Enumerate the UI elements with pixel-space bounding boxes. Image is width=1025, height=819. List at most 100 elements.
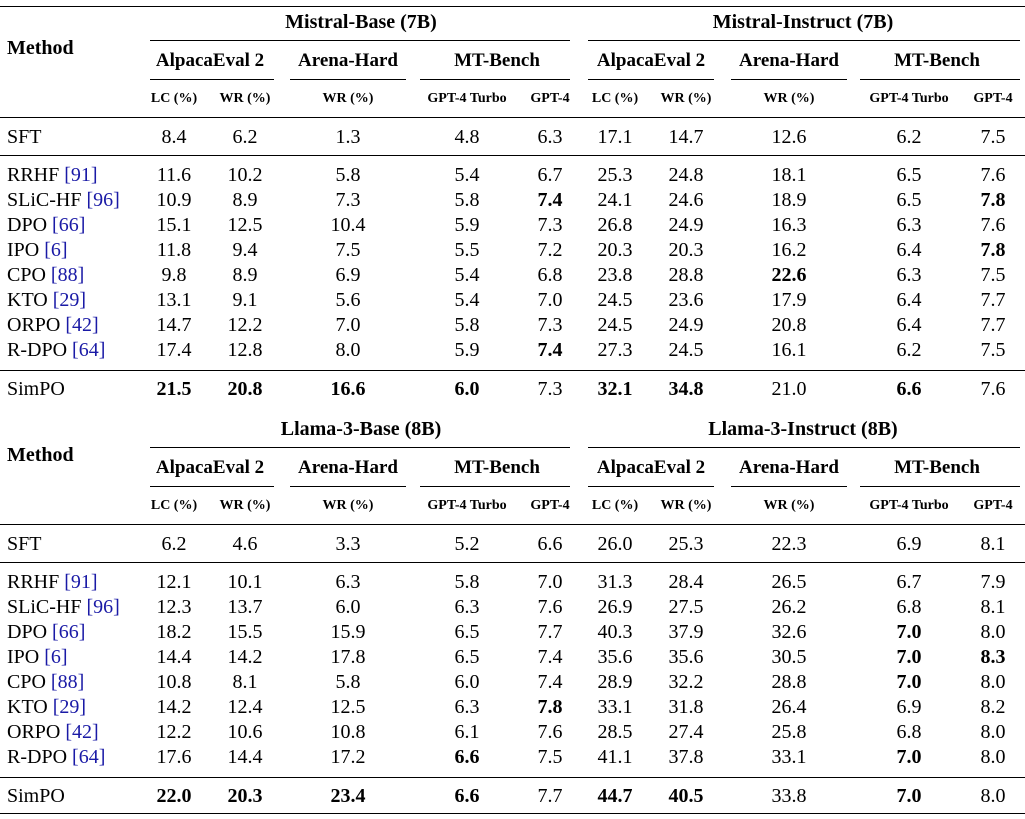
- value-cell: 17.4: [156, 339, 192, 361]
- value-cell: 17.2: [330, 746, 366, 768]
- method-cell: DPO [66]: [7, 622, 85, 642]
- value-cell: 10.1: [227, 571, 263, 593]
- citation-number: 42: [72, 314, 93, 336]
- citation-link[interactable]: [42]: [65, 314, 99, 336]
- group-underline-left: [150, 40, 570, 41]
- citation-number: 96: [93, 596, 114, 618]
- value-cell: 9.8: [161, 264, 187, 286]
- value-cell: 12.2: [227, 314, 263, 336]
- citation-link[interactable]: [64]: [72, 746, 106, 768]
- citation-link[interactable]: [96]: [86, 596, 120, 618]
- column-subheader: LC (%): [150, 91, 198, 106]
- value-cell: 6.6: [896, 378, 922, 400]
- value-cell: 6.3: [896, 264, 922, 286]
- value-cell: 7.0: [335, 314, 361, 336]
- value-cell: 1.3: [335, 126, 361, 148]
- value-cell: 31.8: [668, 696, 704, 718]
- value-cell: 17.1: [597, 126, 633, 148]
- column-subheader: GPT-4 Turbo: [427, 498, 507, 513]
- citation-link[interactable]: [96]: [86, 189, 120, 211]
- value-cell: 7.0: [896, 785, 922, 807]
- method-cell: R-DPO [64]: [7, 340, 105, 360]
- value-cell: 6.9: [896, 696, 922, 718]
- value-cell: 21.0: [771, 378, 807, 400]
- value-cell: 13.7: [227, 596, 263, 618]
- value-cell: 37.8: [668, 746, 704, 768]
- value-cell: 24.5: [597, 314, 633, 336]
- value-cell: 7.3: [537, 314, 563, 336]
- value-cell: 32.2: [668, 671, 704, 693]
- method-name: DPO: [7, 214, 48, 236]
- value-cell: 28.4: [668, 571, 704, 593]
- method-name: DPO: [7, 621, 48, 643]
- value-cell: 6.5: [454, 646, 480, 668]
- value-cell: 27.3: [597, 339, 633, 361]
- value-cell: 7.4: [537, 646, 563, 668]
- citation-link[interactable]: [66]: [52, 621, 86, 643]
- value-cell: 7.8: [980, 189, 1006, 211]
- citation-link[interactable]: [64]: [72, 339, 106, 361]
- benchmark-header-arena: Arena-Hard: [298, 457, 398, 478]
- value-cell: 6.6: [537, 533, 563, 555]
- value-cell: 14.2: [156, 696, 192, 718]
- citation-link[interactable]: [6]: [44, 646, 68, 668]
- citation-link[interactable]: [91]: [64, 571, 98, 593]
- method-name: KTO: [7, 696, 48, 718]
- column-subheader: GPT-4: [973, 91, 1013, 106]
- citation-link[interactable]: [29]: [52, 289, 87, 311]
- benchmark-header-alpaca: AlpacaEval 2: [596, 50, 706, 71]
- benchmark-header-mt: MT-Bench: [894, 457, 980, 478]
- benchmark-underline-mt: [860, 79, 1020, 80]
- value-cell: 22.0: [156, 785, 192, 807]
- benchmark-header-alpaca: AlpacaEval 2: [596, 457, 706, 478]
- citation-link[interactable]: [6]: [44, 239, 68, 261]
- method-cell: SFT: [7, 534, 41, 554]
- value-cell: 7.7: [980, 289, 1006, 311]
- value-cell: 6.3: [896, 214, 922, 236]
- value-cell: 24.6: [668, 189, 704, 211]
- value-cell: 12.4: [227, 696, 263, 718]
- method-name: IPO: [7, 646, 40, 668]
- benchmark-underline-alpaca: [588, 79, 714, 80]
- value-cell: 26.4: [771, 696, 807, 718]
- citation-link[interactable]: [88]: [50, 671, 85, 693]
- value-cell: 5.9: [454, 339, 480, 361]
- value-cell: 6.1: [454, 721, 480, 743]
- column-subheader: GPT-4 Turbo: [869, 498, 949, 513]
- value-cell: 5.8: [454, 314, 480, 336]
- value-cell: 8.4: [161, 126, 187, 148]
- citation-link[interactable]: [42]: [65, 721, 99, 743]
- value-cell: 24.8: [668, 164, 704, 186]
- benchmark-header-alpaca: AlpacaEval 2: [155, 50, 265, 71]
- value-cell: 6.9: [335, 264, 361, 286]
- value-cell: 5.5: [454, 239, 480, 261]
- value-cell: 7.8: [980, 239, 1006, 261]
- value-cell: 6.4: [896, 289, 922, 311]
- value-cell: 16.6: [330, 378, 366, 400]
- citation-link[interactable]: [66]: [52, 214, 86, 236]
- value-cell: 5.8: [454, 189, 480, 211]
- column-subheader: GPT-4 Turbo: [427, 91, 507, 106]
- group-underline-right: [588, 447, 1020, 448]
- value-cell: 14.2: [227, 646, 263, 668]
- value-cell: 20.8: [227, 378, 263, 400]
- method-name: SLiC-HF: [7, 189, 82, 211]
- value-cell: 14.7: [156, 314, 192, 336]
- benchmark-underline-alpaca: [150, 486, 274, 487]
- value-cell: 37.9: [668, 621, 704, 643]
- citation-number: 66: [58, 621, 79, 643]
- benchmark-header-arena: Arena-Hard: [739, 50, 839, 71]
- citation-link[interactable]: [88]: [50, 264, 85, 286]
- value-cell: 33.1: [771, 746, 807, 768]
- citation-link[interactable]: [91]: [64, 164, 98, 186]
- value-cell: 18.2: [156, 621, 192, 643]
- value-cell: 7.0: [537, 571, 563, 593]
- value-cell: 5.4: [454, 164, 480, 186]
- value-cell: 20.3: [668, 239, 704, 261]
- citation-link[interactable]: [29]: [52, 696, 87, 718]
- value-cell: 7.3: [537, 214, 563, 236]
- value-cell: 12.8: [227, 339, 263, 361]
- method-name: KTO: [7, 289, 48, 311]
- method-cell: KTO [29]: [7, 697, 86, 717]
- value-cell: 7.2: [537, 239, 563, 261]
